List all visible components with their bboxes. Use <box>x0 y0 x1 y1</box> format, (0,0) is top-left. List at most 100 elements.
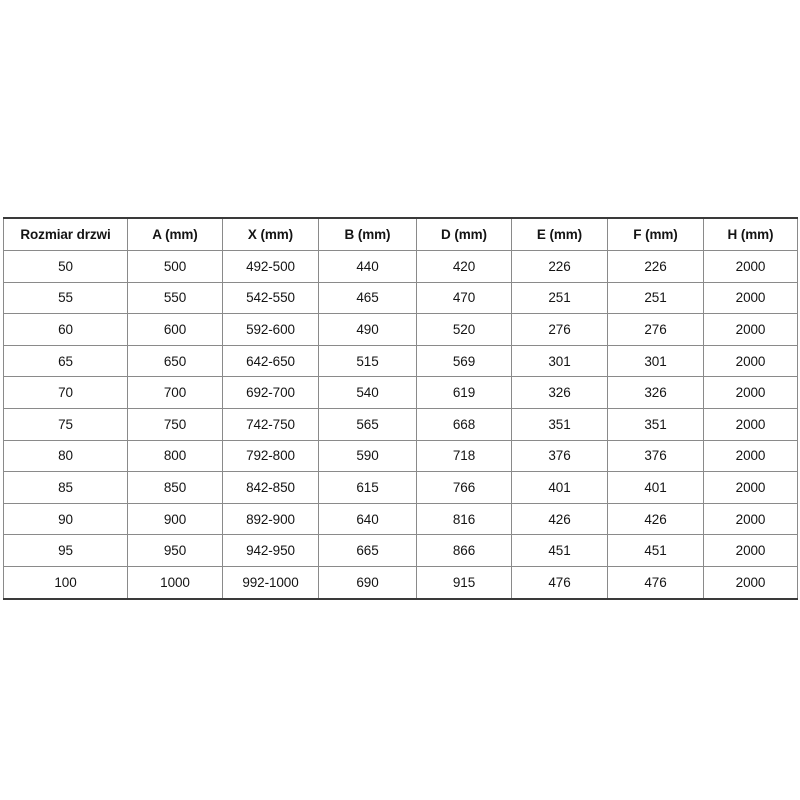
table-row: 75 750 742-750 565 668 351 351 2000 <box>3 407 798 441</box>
table-row: 65 650 642-650 515 569 301 301 2000 <box>3 344 798 378</box>
cell-r0-c3: 440 <box>318 250 417 283</box>
cell-r9-c2: 942-950 <box>222 534 319 567</box>
table-header: Rozmiar drzwi A (mm) X (mm) B (mm) D (mm) E (… <box>3 217 798 251</box>
cell-r4-c2: 692-700 <box>222 376 319 409</box>
cell-r2-c4: 520 <box>416 313 512 346</box>
cell-r0-c5: 226 <box>511 250 608 283</box>
cell-r4-c3: 540 <box>318 376 417 409</box>
cell-r0-c0: 50 <box>3 250 128 283</box>
cell-r1-c0: 55 <box>3 281 128 315</box>
column-header-0: Rozmiar drzwi <box>3 217 128 251</box>
cell-r7-c3: 615 <box>318 471 417 504</box>
cell-r5-c1: 750 <box>127 407 223 441</box>
cell-r10-c1: 1000 <box>127 565 223 600</box>
table-row: 90 900 892-900 640 816 426 426 2000 <box>3 502 798 536</box>
cell-r6-c3: 590 <box>318 439 417 473</box>
cell-r0-c4: 420 <box>416 250 512 283</box>
cell-r5-c7: 2000 <box>703 407 798 441</box>
cell-r2-c5: 276 <box>511 313 608 346</box>
cell-r6-c2: 792-800 <box>222 439 319 473</box>
cell-r5-c0: 75 <box>3 407 128 441</box>
cell-r10-c3: 690 <box>318 565 417 600</box>
cell-r10-c7: 2000 <box>703 565 798 600</box>
cell-r1-c7: 2000 <box>703 281 798 315</box>
cell-r9-c4: 866 <box>416 534 512 567</box>
column-header-2: X (mm) <box>222 217 319 251</box>
cell-r9-c3: 665 <box>318 534 417 567</box>
cell-r7-c0: 85 <box>3 471 128 504</box>
cell-r1-c3: 465 <box>318 281 417 315</box>
cell-r0-c7: 2000 <box>703 250 798 283</box>
column-header-5: E (mm) <box>511 217 608 251</box>
cell-r6-c6: 376 <box>607 439 704 473</box>
cell-r7-c1: 850 <box>127 471 223 504</box>
cell-r9-c6: 451 <box>607 534 704 567</box>
table-body: 50 500 492-500 440 420 226 226 2000 55 550 542-550… <box>3 250 798 600</box>
table-row: 55 550 542-550 465 470 251 251 2000 <box>3 281 798 315</box>
cell-r9-c5: 451 <box>511 534 608 567</box>
cell-r4-c4: 619 <box>416 376 512 409</box>
cell-r1-c4: 470 <box>416 281 512 315</box>
cell-r5-c4: 668 <box>416 407 512 441</box>
cell-r7-c2: 842-850 <box>222 471 319 504</box>
cell-r10-c6: 476 <box>607 565 704 600</box>
cell-r6-c7: 2000 <box>703 439 798 473</box>
cell-r1-c2: 542-550 <box>222 281 319 315</box>
spec-table-container: Rozmiar drzwi A (mm) X (mm) B (mm) D (mm) E (… <box>3 217 798 600</box>
cell-r0-c2: 492-500 <box>222 250 319 283</box>
cell-r1-c1: 550 <box>127 281 223 315</box>
cell-r2-c6: 276 <box>607 313 704 346</box>
cell-r4-c0: 70 <box>3 376 128 409</box>
table-row: 50 500 492-500 440 420 226 226 2000 <box>3 250 798 283</box>
cell-r5-c2: 742-750 <box>222 407 319 441</box>
table-row: 95 950 942-950 665 866 451 451 2000 <box>3 534 798 567</box>
cell-r7-c6: 401 <box>607 471 704 504</box>
cell-r10-c4: 915 <box>416 565 512 600</box>
cell-r3-c2: 642-650 <box>222 344 319 378</box>
cell-r10-c2: 992-1000 <box>222 565 319 600</box>
cell-r1-c5: 251 <box>511 281 608 315</box>
cell-r6-c1: 800 <box>127 439 223 473</box>
cell-r8-c7: 2000 <box>703 502 798 536</box>
cell-r6-c4: 718 <box>416 439 512 473</box>
table-header-row: Rozmiar drzwi A (mm) X (mm) B (mm) D (mm) E (… <box>3 217 798 251</box>
cell-r3-c1: 650 <box>127 344 223 378</box>
cell-r9-c7: 2000 <box>703 534 798 567</box>
cell-r6-c0: 80 <box>3 439 128 473</box>
table-row: 60 600 592-600 490 520 276 276 2000 <box>3 313 798 346</box>
cell-r0-c6: 226 <box>607 250 704 283</box>
cell-r2-c7: 2000 <box>703 313 798 346</box>
column-header-3: B (mm) <box>318 217 417 251</box>
cell-r1-c6: 251 <box>607 281 704 315</box>
cell-r8-c0: 90 <box>3 502 128 536</box>
column-header-7: H (mm) <box>703 217 798 251</box>
door-size-specification-table: Rozmiar drzwi A (mm) X (mm) B (mm) D (mm) E (… <box>3 217 798 600</box>
cell-r2-c1: 600 <box>127 313 223 346</box>
cell-r8-c2: 892-900 <box>222 502 319 536</box>
cell-r10-c5: 476 <box>511 565 608 600</box>
table-row: 100 1000 992-1000 690 915 476 476 2000 <box>3 565 798 600</box>
cell-r5-c3: 565 <box>318 407 417 441</box>
cell-r9-c0: 95 <box>3 534 128 567</box>
cell-r3-c7: 2000 <box>703 344 798 378</box>
cell-r8-c5: 426 <box>511 502 608 536</box>
cell-r3-c6: 301 <box>607 344 704 378</box>
cell-r5-c5: 351 <box>511 407 608 441</box>
cell-r3-c5: 301 <box>511 344 608 378</box>
table-row: 85 850 842-850 615 766 401 401 2000 <box>3 471 798 504</box>
cell-r10-c0: 100 <box>3 565 128 600</box>
cell-r0-c1: 500 <box>127 250 223 283</box>
cell-r8-c1: 900 <box>127 502 223 536</box>
cell-r5-c6: 351 <box>607 407 704 441</box>
cell-r2-c0: 60 <box>3 313 128 346</box>
cell-r6-c5: 376 <box>511 439 608 473</box>
column-header-4: D (mm) <box>416 217 512 251</box>
cell-r2-c2: 592-600 <box>222 313 319 346</box>
column-header-1: A (mm) <box>127 217 223 251</box>
cell-r8-c6: 426 <box>607 502 704 536</box>
cell-r7-c4: 766 <box>416 471 512 504</box>
cell-r2-c3: 490 <box>318 313 417 346</box>
cell-r7-c5: 401 <box>511 471 608 504</box>
cell-r3-c4: 569 <box>416 344 512 378</box>
